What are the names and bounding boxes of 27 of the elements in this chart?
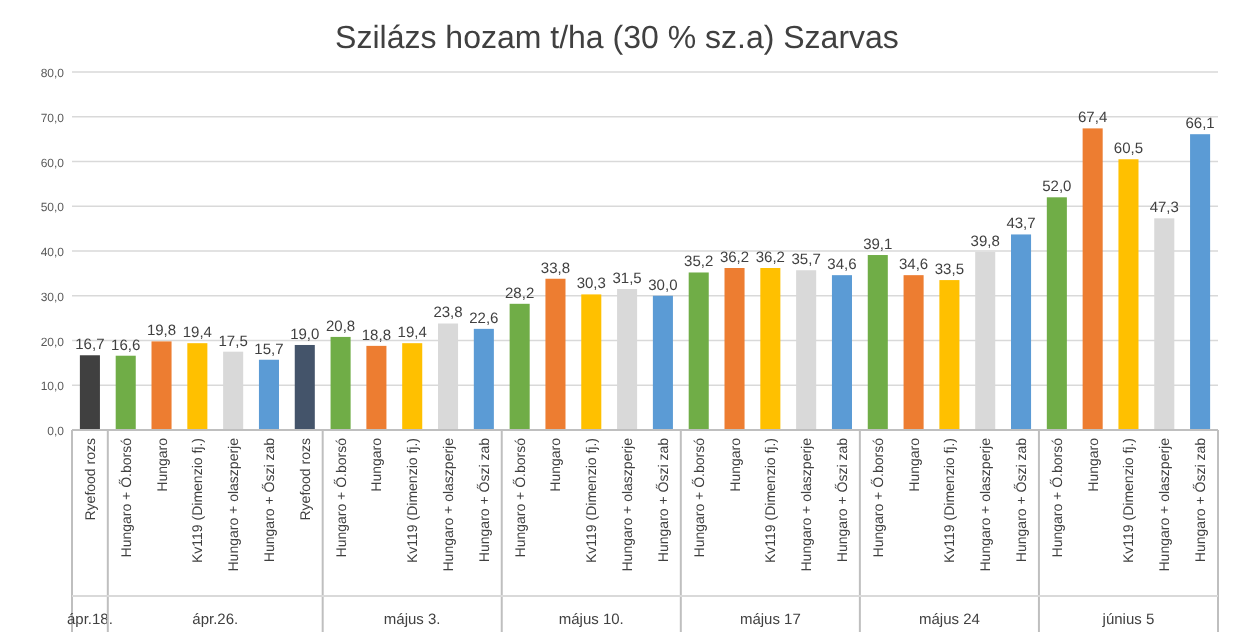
bar <box>473 328 494 430</box>
bar <box>1190 134 1211 430</box>
bar <box>151 341 172 430</box>
bar <box>1046 197 1067 430</box>
bar <box>867 255 888 430</box>
bar <box>652 295 673 430</box>
bar <box>509 303 530 430</box>
bar <box>545 278 566 430</box>
bar <box>258 359 279 430</box>
bar <box>688 272 709 430</box>
bar <box>294 344 315 430</box>
bar <box>939 280 960 430</box>
bar <box>760 268 781 430</box>
bar <box>402 343 423 430</box>
bar <box>581 294 602 430</box>
bar <box>1011 234 1032 430</box>
bar <box>115 355 136 430</box>
bar <box>366 345 387 430</box>
bar <box>1082 128 1103 430</box>
bar <box>831 275 852 430</box>
bar <box>724 268 745 430</box>
bar <box>1118 159 1139 430</box>
bar <box>187 343 208 430</box>
bar <box>903 275 924 430</box>
chart-title: Szilázs hozam t/ha (30 % sz.a) Szarvas <box>335 22 899 56</box>
bar <box>79 355 100 430</box>
bar <box>330 336 351 430</box>
